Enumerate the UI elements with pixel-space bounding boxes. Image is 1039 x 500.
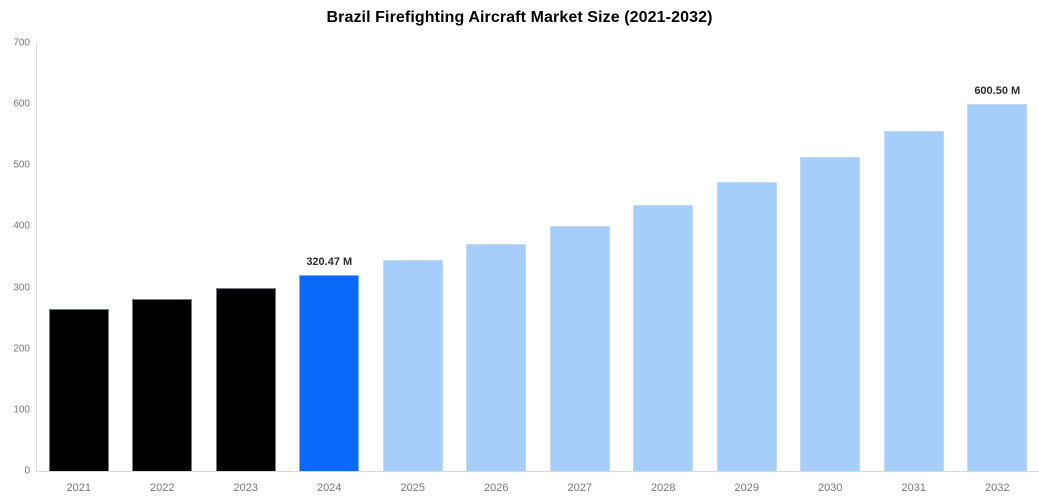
x-tick-label: 2032: [985, 482, 1010, 494]
bar-2025: [382, 260, 443, 471]
y-tick-label: 600: [13, 98, 30, 110]
y-tick-label: 700: [13, 37, 30, 49]
x-tick-label: 2030: [818, 482, 843, 494]
x-tick-label: 2022: [150, 482, 175, 494]
y-tick-label: 400: [13, 220, 30, 232]
x-tick-label: 2025: [400, 482, 425, 494]
bar-2024: [299, 275, 360, 471]
y-tick-label: 500: [13, 159, 30, 171]
value-annotation: 320.47 M: [306, 256, 353, 269]
y-tick-label: 0: [24, 465, 30, 477]
y-tick-label: 200: [13, 343, 30, 355]
chart-title: Brazil Firefighting Aircraft Market Size…: [326, 9, 713, 26]
y-tick-label: 300: [13, 282, 30, 294]
bar-2027: [549, 226, 610, 471]
x-tick-label: 2023: [233, 482, 258, 494]
x-tick-label: 2029: [734, 482, 759, 494]
x-tick-label: 2027: [567, 482, 592, 494]
bar-2021: [48, 308, 109, 471]
bar-2022: [132, 299, 193, 471]
bar-2028: [633, 205, 694, 471]
bar-2030: [800, 156, 861, 471]
bar-2023: [215, 287, 276, 471]
x-tick-label: 2026: [484, 482, 509, 494]
bar-2029: [716, 181, 777, 471]
y-tick-label: 100: [13, 404, 30, 416]
bar-2031: [883, 131, 944, 471]
x-tick-label: 2021: [66, 482, 91, 494]
x-tick-label: 2024: [317, 482, 342, 494]
bar-2026: [466, 244, 527, 471]
bar-2032: [967, 103, 1028, 471]
x-tick-label: 2028: [651, 482, 676, 494]
x-tick-label: 2031: [901, 482, 926, 494]
value-annotation: 600.50 M: [974, 84, 1021, 97]
plot-area: 0 100 200 300 400 500 600 700 2021 2022 2023 2024 20…: [13, 38, 1039, 494]
